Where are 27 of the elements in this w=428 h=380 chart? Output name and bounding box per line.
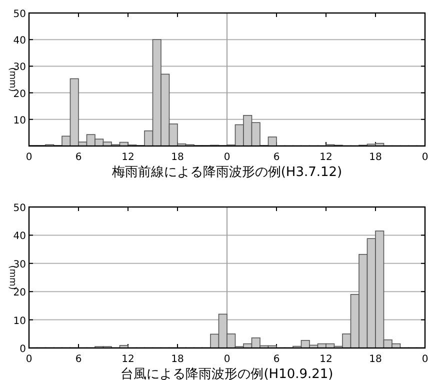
x-tick-label: 18	[171, 354, 184, 365]
x-tick-label: 6	[273, 152, 280, 163]
y-tick-label: 10	[13, 316, 26, 327]
x-tick-label: 0	[224, 354, 230, 365]
y-tick-label: 20	[13, 288, 26, 299]
y-tick-label: 40	[13, 36, 26, 47]
x-tick-label: 18	[369, 354, 382, 365]
x-tick-label: 0	[224, 152, 230, 163]
x-tick-label: 6	[75, 354, 82, 365]
x-tick-label: 0	[422, 152, 428, 163]
x-tick-label: 18	[171, 152, 184, 163]
x-tick-label: 12	[122, 152, 134, 163]
x-tick-label: 12	[320, 152, 332, 163]
x-tick-label: 12	[320, 354, 332, 365]
x-tick-label: 0	[422, 354, 428, 365]
y-tick-label: 0	[20, 344, 26, 355]
text: 台風による降雨波形の例(H10.9.21)	[120, 367, 334, 380]
y-tick-label: 10	[13, 115, 26, 126]
y-axis-title: (mm)	[7, 265, 17, 290]
x-tick-label: 6	[75, 152, 82, 163]
text: 梅雨前線による降雨波形の例(H3.7.12)	[110, 165, 342, 180]
y-tick-label: 50	[13, 9, 26, 20]
x-tick-label: 18	[369, 152, 382, 163]
x-tick-label: 6	[273, 354, 280, 365]
x-tick-label: 12	[122, 354, 134, 365]
y-tick-label: 40	[13, 231, 26, 242]
y-tick-label: 50	[13, 203, 26, 214]
